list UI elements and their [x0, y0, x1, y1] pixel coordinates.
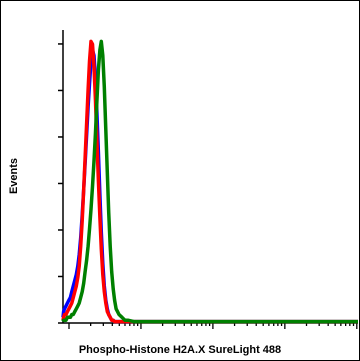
series-group — [61, 39, 358, 324]
x-axis-label: Phospho-Histone H2A.X SureLight 488 — [78, 344, 282, 356]
series-line-2 — [61, 39, 358, 324]
